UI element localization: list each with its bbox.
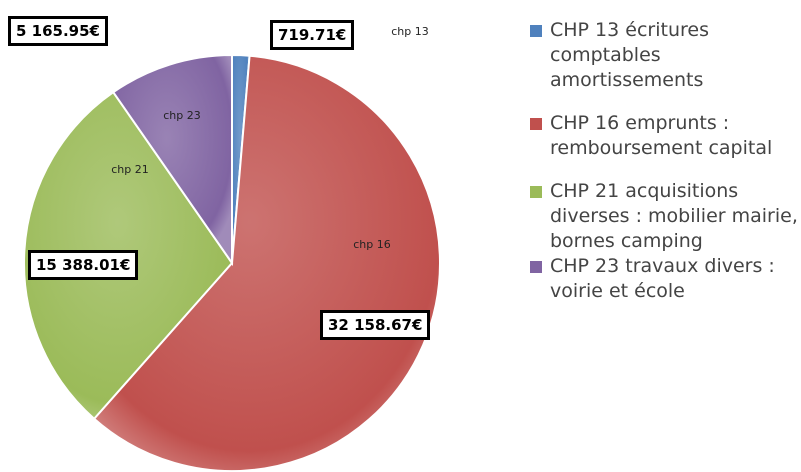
legend-item: CHP 16 emprunts : remboursement capital	[528, 111, 798, 161]
slice-label: chp 13	[391, 25, 429, 38]
value-label: 32 158.67€	[320, 310, 431, 340]
legend-item: CHP 21 acquisitions diverses : mobilier …	[528, 179, 798, 254]
value-label: 5 165.95€	[8, 16, 108, 46]
slice-label: chp 23	[163, 109, 201, 122]
value-label: 15 388.01€	[28, 250, 139, 280]
legend-text: CHP 21 acquisitions diverses : mobilier …	[550, 180, 798, 252]
legend-text: CHP 16 emprunts : remboursement capital	[550, 112, 773, 159]
legend-swatch	[530, 186, 542, 198]
legend-swatch	[530, 25, 542, 37]
legend-text: CHP 23 travaux divers : voirie et école	[550, 255, 775, 302]
legend-swatch	[530, 261, 542, 273]
pie-slice	[111, 53, 233, 267]
legend: CHP 13 écritures comptables amortissemen…	[528, 18, 798, 304]
slice-label: chp 16	[353, 238, 391, 251]
legend-item: CHP 23 travaux divers : voirie et école	[528, 254, 798, 304]
legend-swatch	[530, 118, 542, 130]
legend-item: CHP 13 écritures comptables amortissemen…	[528, 18, 798, 93]
pie-slice	[92, 54, 441, 472]
legend-text: CHP 13 écritures comptables amortissemen…	[550, 19, 709, 91]
slice-label: chp 21	[111, 163, 149, 176]
value-label: 719.71€	[270, 20, 355, 50]
